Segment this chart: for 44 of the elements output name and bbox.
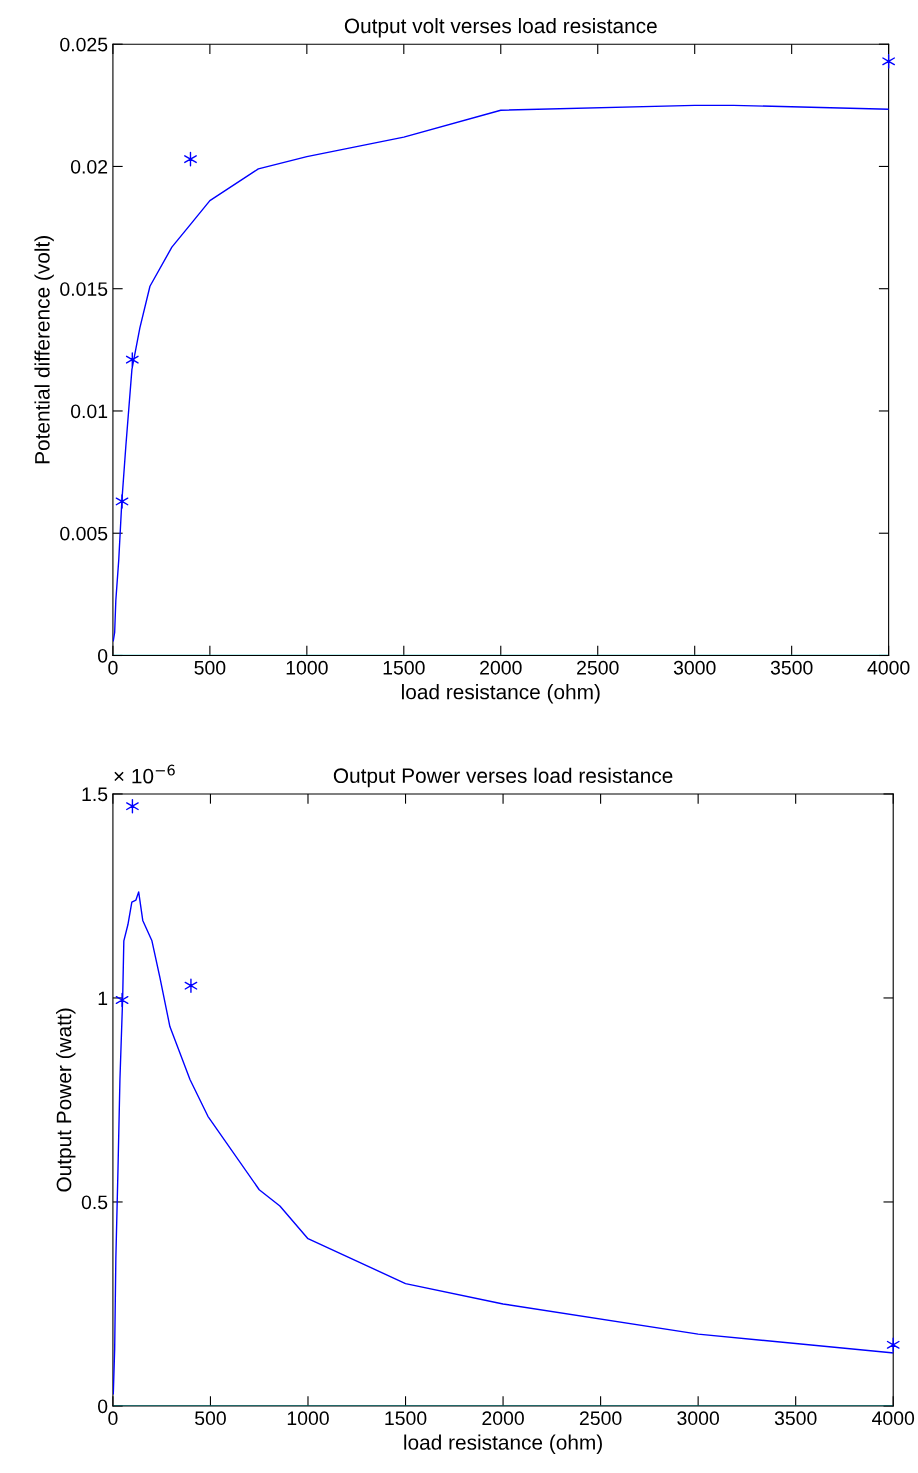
x-tick-label: 0: [108, 1411, 118, 1426]
y-tick-label: 0.005: [60, 526, 108, 541]
x-tick-label: 3500: [770, 660, 813, 675]
x-tick-label: 1500: [383, 660, 425, 675]
x-axis-title: load resistance (ohm): [404, 1434, 602, 1454]
chart-title: Output volt verses load resistance: [344, 17, 657, 38]
x-tick-label: 3000: [677, 1411, 720, 1426]
point: [184, 151, 197, 167]
text: × 10$^{−6}$: [114, 764, 175, 784]
x-tick-label: 3000: [673, 660, 716, 675]
y-tick-label: 1: [98, 991, 108, 1005]
x-tick-label: 500: [194, 660, 226, 675]
x-axis-title: load resistance (ohm): [402, 684, 600, 704]
point: [125, 352, 139, 367]
y-axis-title: Potential difference (volt): [34, 236, 54, 464]
chart-title: Output Power verses load resistance: [333, 767, 673, 788]
y-axis-title: Output Power (watt): [56, 1008, 76, 1192]
line-series: [112, 104, 889, 642]
x-tick-label: 2500: [579, 1411, 622, 1426]
point: [886, 1337, 900, 1353]
y-tick-label: 0.5: [81, 1195, 108, 1210]
x-tick-label: 2500: [577, 660, 619, 675]
point: [115, 494, 129, 509]
x-tick-label: 3500: [774, 1411, 817, 1426]
x-tick-label: 4000: [867, 660, 910, 675]
point: [184, 978, 198, 993]
point: [126, 798, 139, 814]
y-tick-label: 0.02: [70, 159, 108, 174]
x-tick-label: 2000: [482, 1411, 524, 1426]
x-tick-label: 2000: [480, 660, 522, 675]
x-tick-label: 1000: [287, 1411, 329, 1426]
y-tick-label: 1.5: [82, 787, 108, 802]
y-tick-label: 0: [98, 648, 108, 663]
y-tick-label: 0.015: [60, 282, 108, 296]
point: [882, 54, 896, 69]
y-tick-label: 0.01: [70, 404, 108, 419]
x-tick-label: 1500: [385, 1411, 427, 1426]
x-tick-label: 1000: [286, 660, 328, 675]
y-tick-label: 0: [98, 1399, 108, 1414]
x-tick-label: 4000: [872, 1411, 915, 1426]
point: [115, 992, 129, 1008]
x-tick-label: 500: [195, 1411, 226, 1426]
y-tick-label: 0.025: [60, 37, 108, 52]
x-tick-label: 0: [108, 660, 118, 675]
